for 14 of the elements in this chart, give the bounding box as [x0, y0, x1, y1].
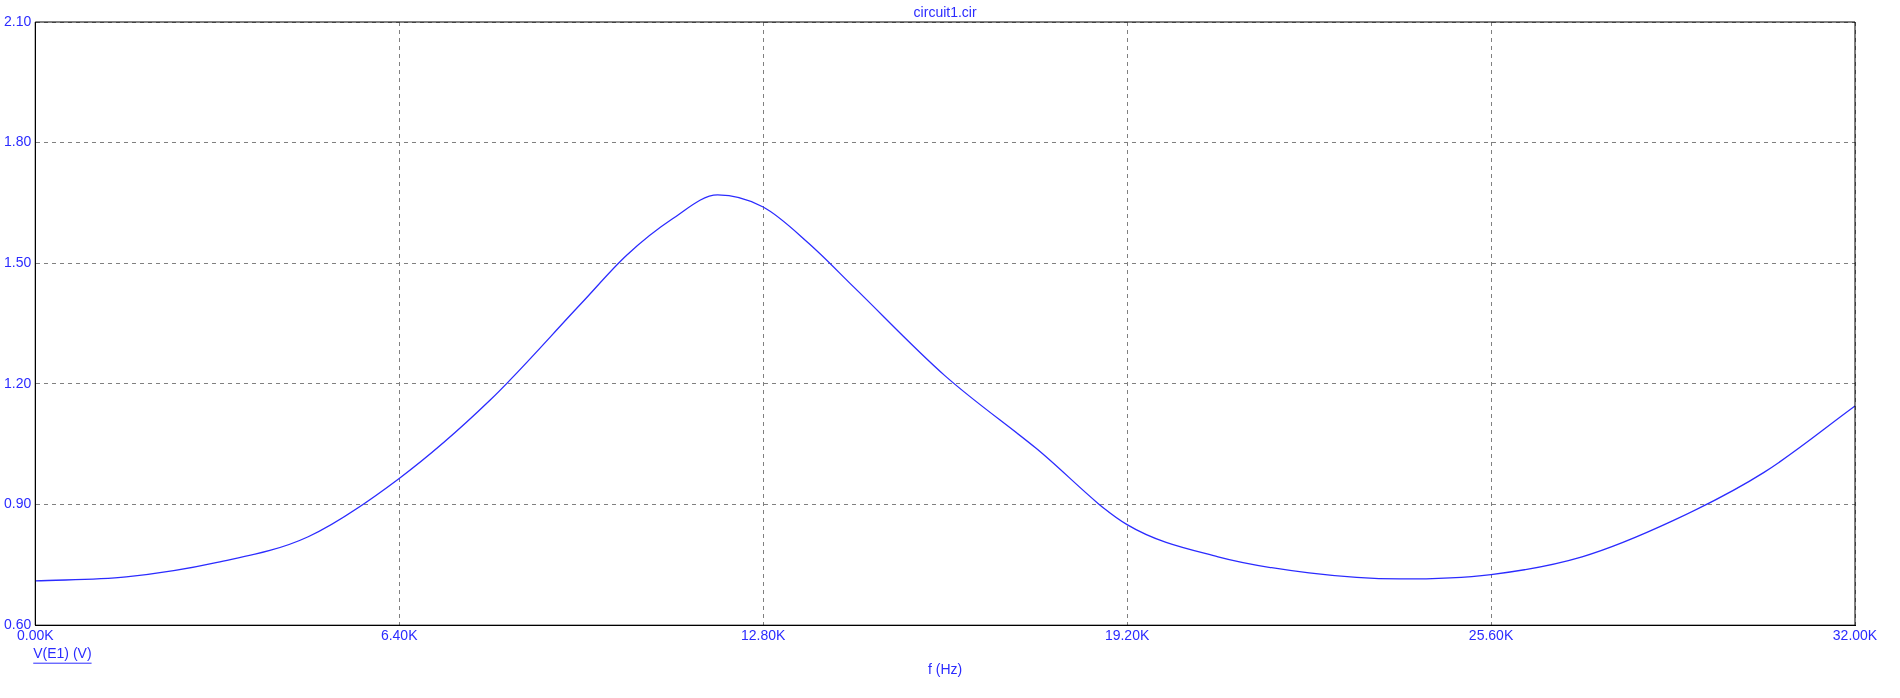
x-axis-title: f (Hz): [928, 661, 963, 678]
chart-title: circuit1.cir: [913, 3, 977, 20]
line-series: [35, 194, 1855, 582]
x-tick-label: 6.40K: [380, 627, 419, 644]
text: V(E1) (V): [33, 645, 92, 662]
y-tick-label: 0.90: [4, 495, 32, 512]
y-tick-label: 1.80: [4, 133, 32, 150]
x-tick-label: 12.80K: [740, 627, 786, 644]
y-tick-label: 2.10: [4, 12, 32, 29]
x-tick-label: 32.00K: [1832, 627, 1878, 644]
y-tick-label: 1.20: [4, 374, 32, 391]
y-tick-label: 1.50: [4, 254, 32, 271]
x-tick-label: 25.60K: [1468, 627, 1514, 644]
x-tick-label: 19.20K: [1104, 627, 1150, 644]
